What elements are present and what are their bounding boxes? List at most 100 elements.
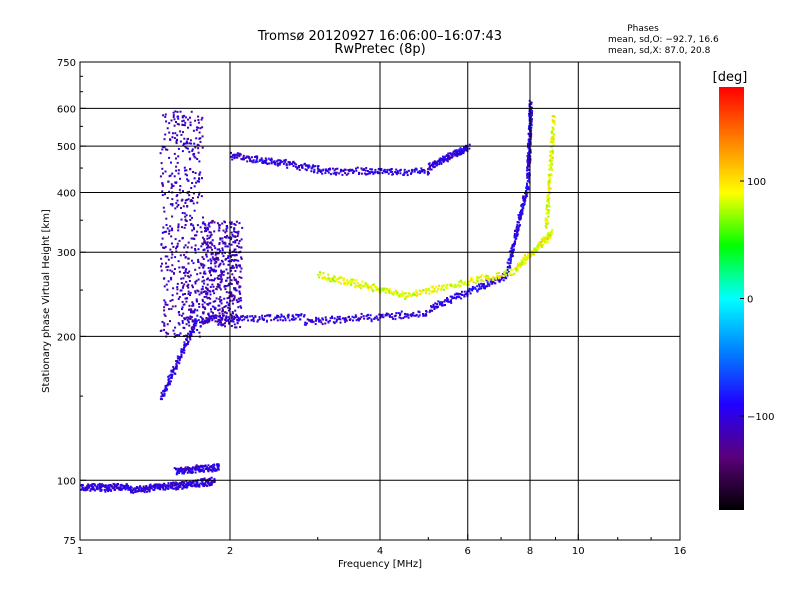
data-point [185, 339, 188, 342]
data-point [284, 158, 287, 161]
data-point [352, 319, 354, 322]
data-point [333, 275, 336, 278]
data-point [288, 161, 291, 164]
data-point [196, 309, 199, 312]
data-point [352, 172, 355, 174]
data-point [350, 278, 353, 281]
data-point [204, 224, 207, 227]
data-point [464, 293, 467, 295]
data-point [196, 300, 199, 303]
data-point [336, 318, 339, 321]
data-point [352, 278, 354, 281]
data-point [218, 227, 221, 229]
data-point [550, 158, 553, 161]
data-point [214, 247, 217, 250]
data-point [363, 317, 366, 320]
data-points [80, 99, 557, 494]
data-point [104, 489, 107, 492]
data-point [407, 169, 410, 172]
data-point [173, 336, 176, 338]
data-point [390, 168, 393, 170]
data-point [208, 289, 211, 292]
data-point [551, 164, 554, 166]
data-point [339, 282, 342, 285]
data-point [528, 115, 531, 117]
data-point [507, 262, 510, 265]
data-point [156, 485, 159, 488]
data-point [213, 308, 216, 310]
data-point [187, 484, 189, 487]
data-point [162, 246, 165, 249]
data-point [180, 314, 183, 317]
data-point [452, 151, 455, 154]
data-point [198, 193, 200, 196]
data-point [230, 236, 233, 239]
data-point [161, 231, 164, 234]
data-point [192, 224, 195, 227]
data-point [125, 483, 128, 486]
data-point [382, 316, 385, 319]
data-point [184, 215, 187, 218]
data-point [171, 198, 174, 201]
data-point [439, 159, 442, 162]
data-point [254, 315, 257, 318]
data-point [516, 234, 519, 237]
data-point [502, 275, 505, 277]
data-point [200, 195, 203, 198]
data-point [202, 322, 205, 325]
data-point [240, 315, 243, 318]
data-point [499, 275, 502, 277]
data-point [328, 278, 330, 281]
data-point [199, 137, 202, 140]
data-point [303, 323, 306, 326]
data-point [187, 126, 189, 129]
colorbar-label: [deg] [713, 70, 748, 85]
data-point [464, 147, 467, 150]
data-point [508, 272, 511, 275]
data-point [110, 484, 112, 487]
data-point [548, 179, 551, 181]
data-point [343, 168, 346, 171]
data-point [195, 279, 198, 282]
data-point [274, 317, 277, 320]
data-point [178, 468, 181, 470]
data-point [177, 488, 180, 491]
data-point [201, 298, 204, 301]
data-point [179, 130, 182, 133]
data-point [454, 285, 457, 288]
data-point [529, 255, 532, 258]
data-point [220, 273, 223, 276]
data-point [163, 328, 165, 331]
data-point [176, 199, 179, 202]
data-point [429, 168, 432, 171]
data-point [317, 169, 320, 172]
data-point [230, 226, 233, 229]
data-point [152, 486, 155, 488]
data-point [169, 248, 172, 251]
data-point [226, 226, 229, 229]
data-point [193, 327, 196, 330]
data-point [161, 486, 164, 489]
data-point [104, 490, 107, 493]
data-point [177, 260, 180, 263]
data-point [183, 485, 185, 487]
data-point [120, 484, 123, 487]
data-point [529, 142, 532, 145]
data-point [270, 161, 273, 164]
data-point [189, 218, 192, 221]
data-point [387, 172, 390, 175]
data-point [227, 306, 230, 309]
data-point [545, 236, 548, 239]
data-point [174, 481, 177, 484]
data-point [194, 244, 197, 247]
data-point [235, 263, 238, 266]
data-point [183, 166, 186, 169]
data-point [509, 258, 512, 261]
data-point [276, 164, 279, 167]
data-point [361, 285, 364, 288]
data-point [333, 169, 336, 172]
data-point [422, 314, 425, 317]
data-point [208, 302, 211, 305]
data-point [187, 241, 190, 244]
data-point [188, 194, 191, 197]
